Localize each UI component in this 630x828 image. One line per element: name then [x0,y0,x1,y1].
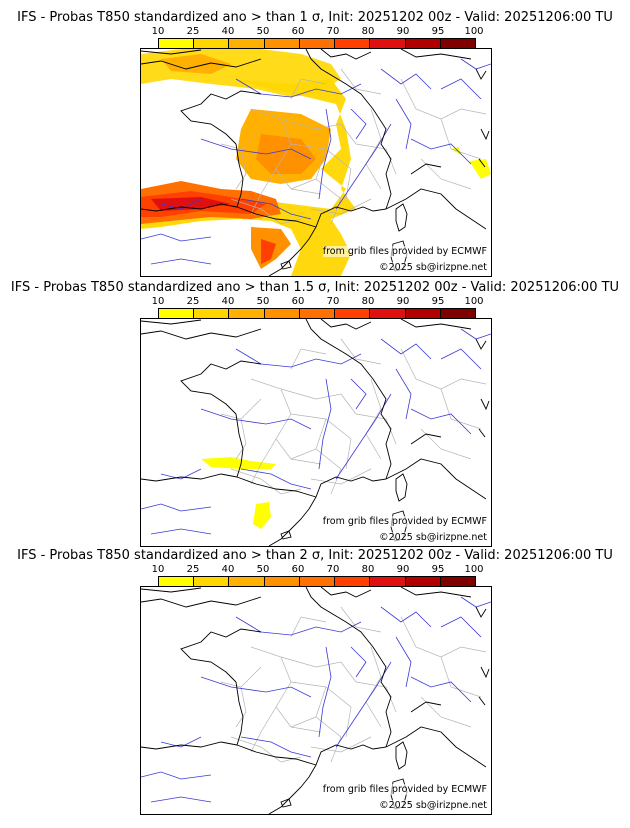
copyright: ©2025 sb@irizpne.net [379,262,487,273]
colorbar-tick: 95 [431,26,445,37]
probability-map: from grib files provided by ECMWF ©2025 … [140,318,492,547]
colorbar-tick: 80 [361,564,375,575]
colorbar-tick: 70 [326,26,340,37]
map-canvas [141,319,491,546]
colorbar-swatch [229,309,265,319]
colorbar-swatch [405,309,441,319]
colorbar-tick: 90 [396,564,410,575]
panel-1-5sigma: IFS - Probas T850 standardized ano > tha… [0,280,630,548]
colorbar-swatch [405,39,441,49]
panel-title: IFS - Probas T850 standardized ano > tha… [10,280,620,295]
colorbar-tick: 100 [464,26,484,37]
colorbar-swatch [405,577,441,587]
map-canvas [141,587,491,814]
colorbar-labels: 10 25 40 50 60 70 80 90 95 100 [152,26,484,38]
source-credit: from grib files provided by ECMWF [322,246,487,257]
colorbar-tick: 90 [396,26,410,37]
colorbar-swatch [335,39,371,49]
panel-title: IFS - Probas T850 standardized ano > tha… [17,10,613,25]
colorbar-tick: 70 [326,296,340,307]
probability-map: from grib files provided by ECMWF ©2025 … [140,48,492,277]
colorbar-tick: 50 [256,564,270,575]
colorbar-tick: 25 [186,296,200,307]
colorbar-swatch [370,309,406,319]
colorbar-swatch [440,577,475,587]
colorbar-swatch [335,577,371,587]
colorbar-tick: 80 [361,26,375,37]
colorbar-tick: 10 [151,296,165,307]
colorbar-tick: 60 [291,564,305,575]
colorbar-tick: 60 [291,26,305,37]
colorbar-swatch [440,39,475,49]
panel-1sigma: IFS - Probas T850 standardized ano > tha… [0,10,630,278]
colorbar-tick: 90 [396,296,410,307]
colorbar-swatch [264,39,300,49]
colorbar-tick: 50 [256,26,270,37]
colorbar-tick: 100 [464,296,484,307]
colorbar-tick: 40 [221,26,235,37]
colorbar-swatch [194,577,230,587]
colorbar-swatch [159,577,195,587]
source-credit: from grib files provided by ECMWF [322,784,487,795]
colorbar-swatch [299,577,336,587]
colorbar-swatch [370,39,406,49]
colorbar-tick: 40 [221,564,235,575]
colorbar-swatch [440,309,475,319]
colorbar-tick: 100 [464,564,484,575]
source-credit: from grib files provided by ECMWF [322,516,487,527]
probability-field [201,457,276,529]
colorbar-swatch [370,577,406,587]
colorbar-swatch [159,39,195,49]
colorbar-tick: 25 [186,26,200,37]
colorbar-swatch [299,39,336,49]
colorbar-swatch [229,577,265,587]
colorbar-swatch [264,309,300,319]
panel-2sigma: IFS - Probas T850 standardized ano > tha… [0,548,630,816]
panel-title: IFS - Probas T850 standardized ano > tha… [17,548,613,563]
colorbar-tick: 95 [431,564,445,575]
colorbar-swatch [159,309,195,319]
colorbar-swatch [194,39,230,49]
copyright: ©2025 sb@irizpne.net [379,800,487,811]
colorbar-tick: 60 [291,296,305,307]
colorbar-swatch [229,39,265,49]
colorbar-tick: 95 [431,296,445,307]
colorbar-tick: 10 [151,26,165,37]
colorbar-swatch [299,309,336,319]
colorbar-swatch [335,309,371,319]
colorbar-tick: 40 [221,296,235,307]
colorbar-tick: 25 [186,564,200,575]
probability-map: from grib files provided by ECMWF ©2025 … [140,586,492,815]
colorbar-swatch [194,309,230,319]
colorbar-tick: 80 [361,296,375,307]
colorbar-labels: 10 25 40 50 60 70 80 90 95 100 [152,296,484,308]
colorbar-tick: 10 [151,564,165,575]
colorbar-tick: 50 [256,296,270,307]
probability-field [141,49,491,276]
colorbar-tick: 70 [326,564,340,575]
map-canvas [141,49,491,276]
colorbar-labels: 10 25 40 50 60 70 80 90 95 100 [152,564,484,576]
copyright: ©2025 sb@irizpne.net [379,532,487,543]
colorbar-swatch [264,577,300,587]
